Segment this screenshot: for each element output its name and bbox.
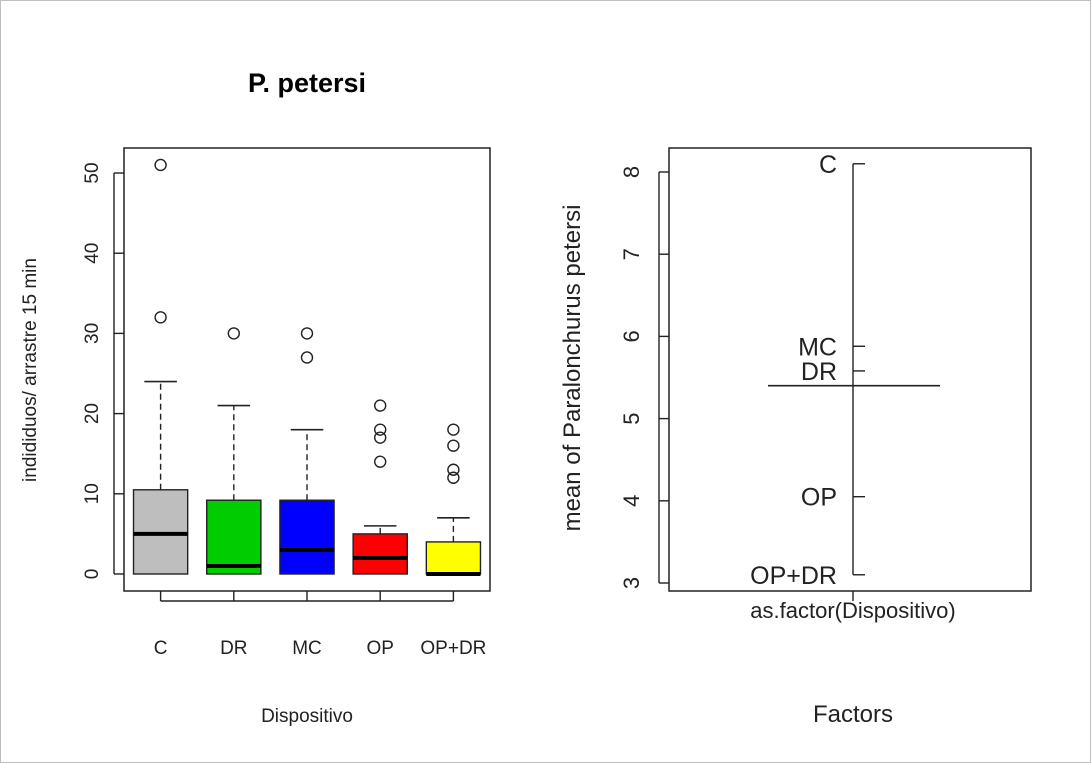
x-tick-label: C [154,638,168,659]
outlier-point [154,158,167,172]
boxplot-x-label: Dispositivo [261,706,353,727]
y-tick-label: 20 [82,403,103,424]
iqr-box [132,489,189,575]
box-C [132,158,189,575]
x-tick-label: MC [292,638,322,659]
outlier-point [300,351,314,364]
design-plot-factor-label: as.factor(Dispositivo) [750,598,955,623]
y-tick-label: 50 [82,162,103,183]
y-tick-label: 10 [82,483,103,504]
boxplot-y-label: indididuos/ arrastre 15 min [20,258,41,482]
outlier-point [447,471,460,484]
y-tick-label: 7 [619,248,644,260]
outlier-point [374,399,387,412]
iqr-box [279,499,335,575]
iqr-box [352,533,408,575]
outlier-point [154,311,167,324]
x-tick-label: OP [366,638,393,659]
y-tick-label: 3 [619,577,644,589]
level-label-DR: DR [801,358,837,386]
y-tick-label: 5 [619,412,644,424]
box-DR [206,327,262,575]
outlier-point [447,439,460,452]
outlier-point [447,423,460,436]
y-tick-label: 4 [619,495,644,507]
boxplot-title: P. petersi [248,68,366,98]
y-tick-label: 0 [82,569,103,580]
level-label-MC: MC [798,333,837,361]
outlier-point [374,423,387,436]
y-tick-label: 8 [619,166,644,178]
level-label-OP: OP [801,484,837,512]
boxplot-y-axis: 0 10 20 30 40 50 [82,162,124,579]
boxplot-boxes [132,158,482,576]
outlier-point [374,431,387,444]
y-tick-label: 30 [82,323,103,344]
iqr-box [206,499,262,575]
design-plot-y-axis: 3 4 5 6 7 8 [619,166,669,589]
y-tick-label: 40 [82,243,103,264]
design-plot-border [668,147,1032,592]
outlier-point [447,463,460,476]
box-OP [352,399,408,575]
boxplot-panel: P. petersi 0 10 20 30 40 50 C DR MC OP OP+DR Disp… [20,68,491,727]
iqr-box [425,541,482,575]
design-plot-y-label: mean of Paralonchurus petersi [559,205,586,532]
outlier-point [227,327,241,340]
y-tick-label: 6 [619,330,644,342]
level-label-OP+DR: OP+DR [750,562,837,590]
outlier-point [300,327,314,340]
level-label-C: C [819,151,837,179]
box-OP+DR [425,423,482,576]
boxplot-x-axis: C DR MC OP OP+DR [154,591,486,659]
box-MC [279,327,335,575]
x-tick-label: OP+DR [420,638,486,659]
x-tick-label: DR [220,638,247,659]
outlier-point [374,455,387,468]
design-plot-x-label: Factors [813,701,893,728]
